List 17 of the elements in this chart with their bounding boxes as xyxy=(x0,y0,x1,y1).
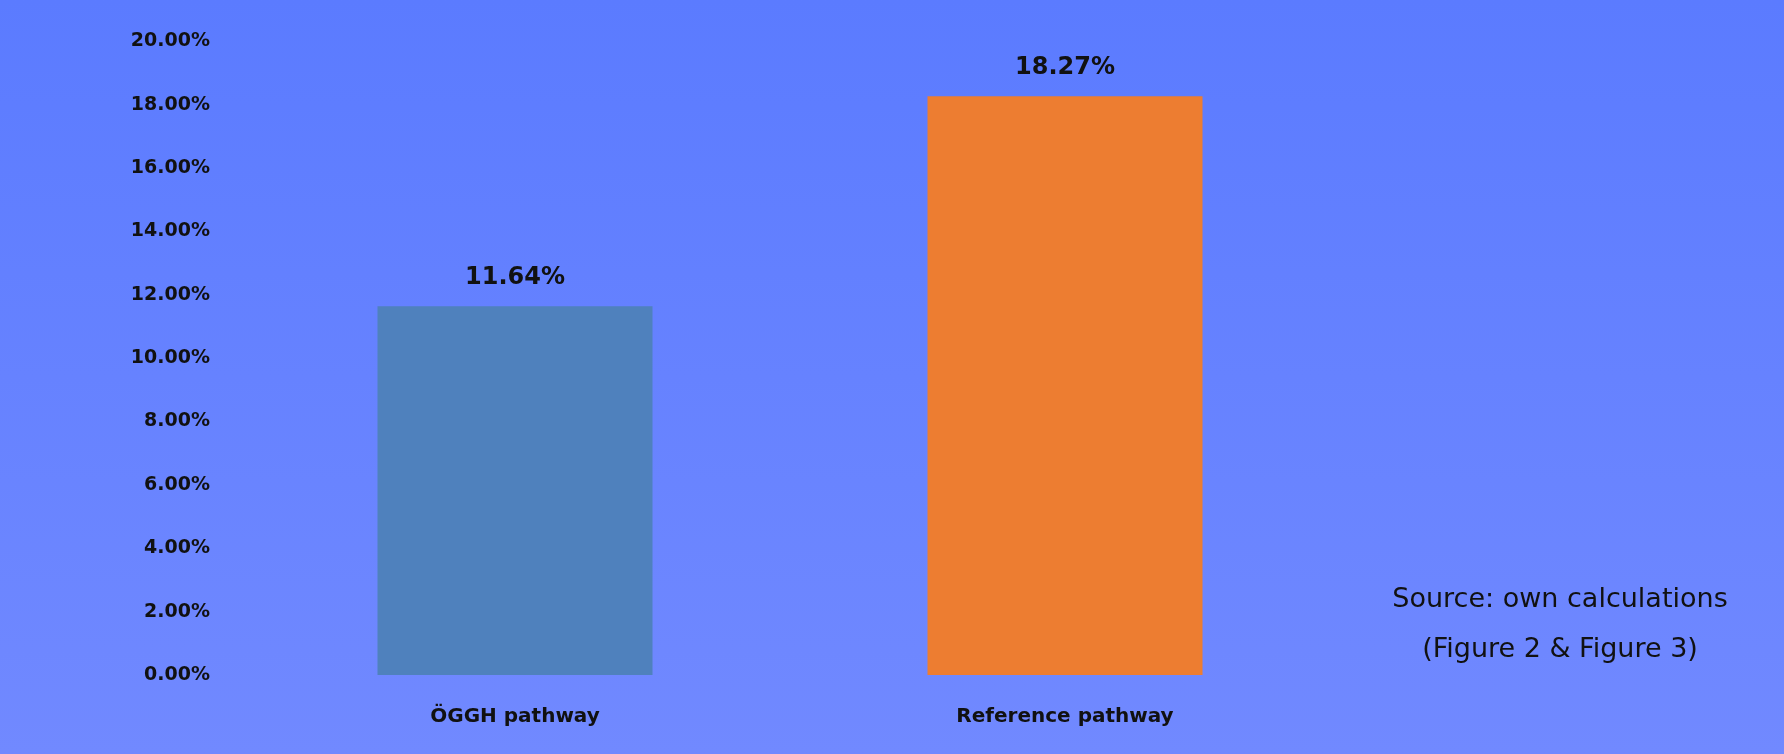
y-tick-label: 20.00% xyxy=(130,28,210,51)
y-tick-label: 4.00% xyxy=(144,535,210,558)
text: (Figure 2 & Figure 3) xyxy=(1422,632,1698,664)
data-label: 18.27% xyxy=(1015,52,1115,81)
y-tick-label: 10.00% xyxy=(130,345,210,368)
x-tick-label: Reference pathway xyxy=(956,703,1174,728)
source-note: Source: own calculations xyxy=(1392,582,1728,614)
y-tick-label: 6.00% xyxy=(144,471,210,494)
x-tick-label: ÖGGH pathway xyxy=(430,703,600,728)
y-tick-label: 14.00% xyxy=(130,218,210,241)
y-tick-label: 0.00% xyxy=(144,661,210,684)
y-tick-label: 8.00% xyxy=(144,408,210,431)
data-label: 11.64% xyxy=(465,262,565,291)
y-tick-label: 2.00% xyxy=(144,598,210,621)
y-tick-label: 18.00% xyxy=(130,91,210,114)
y-tick-label: 12.00% xyxy=(130,281,210,304)
y-tick-label: 16.00% xyxy=(130,155,210,178)
